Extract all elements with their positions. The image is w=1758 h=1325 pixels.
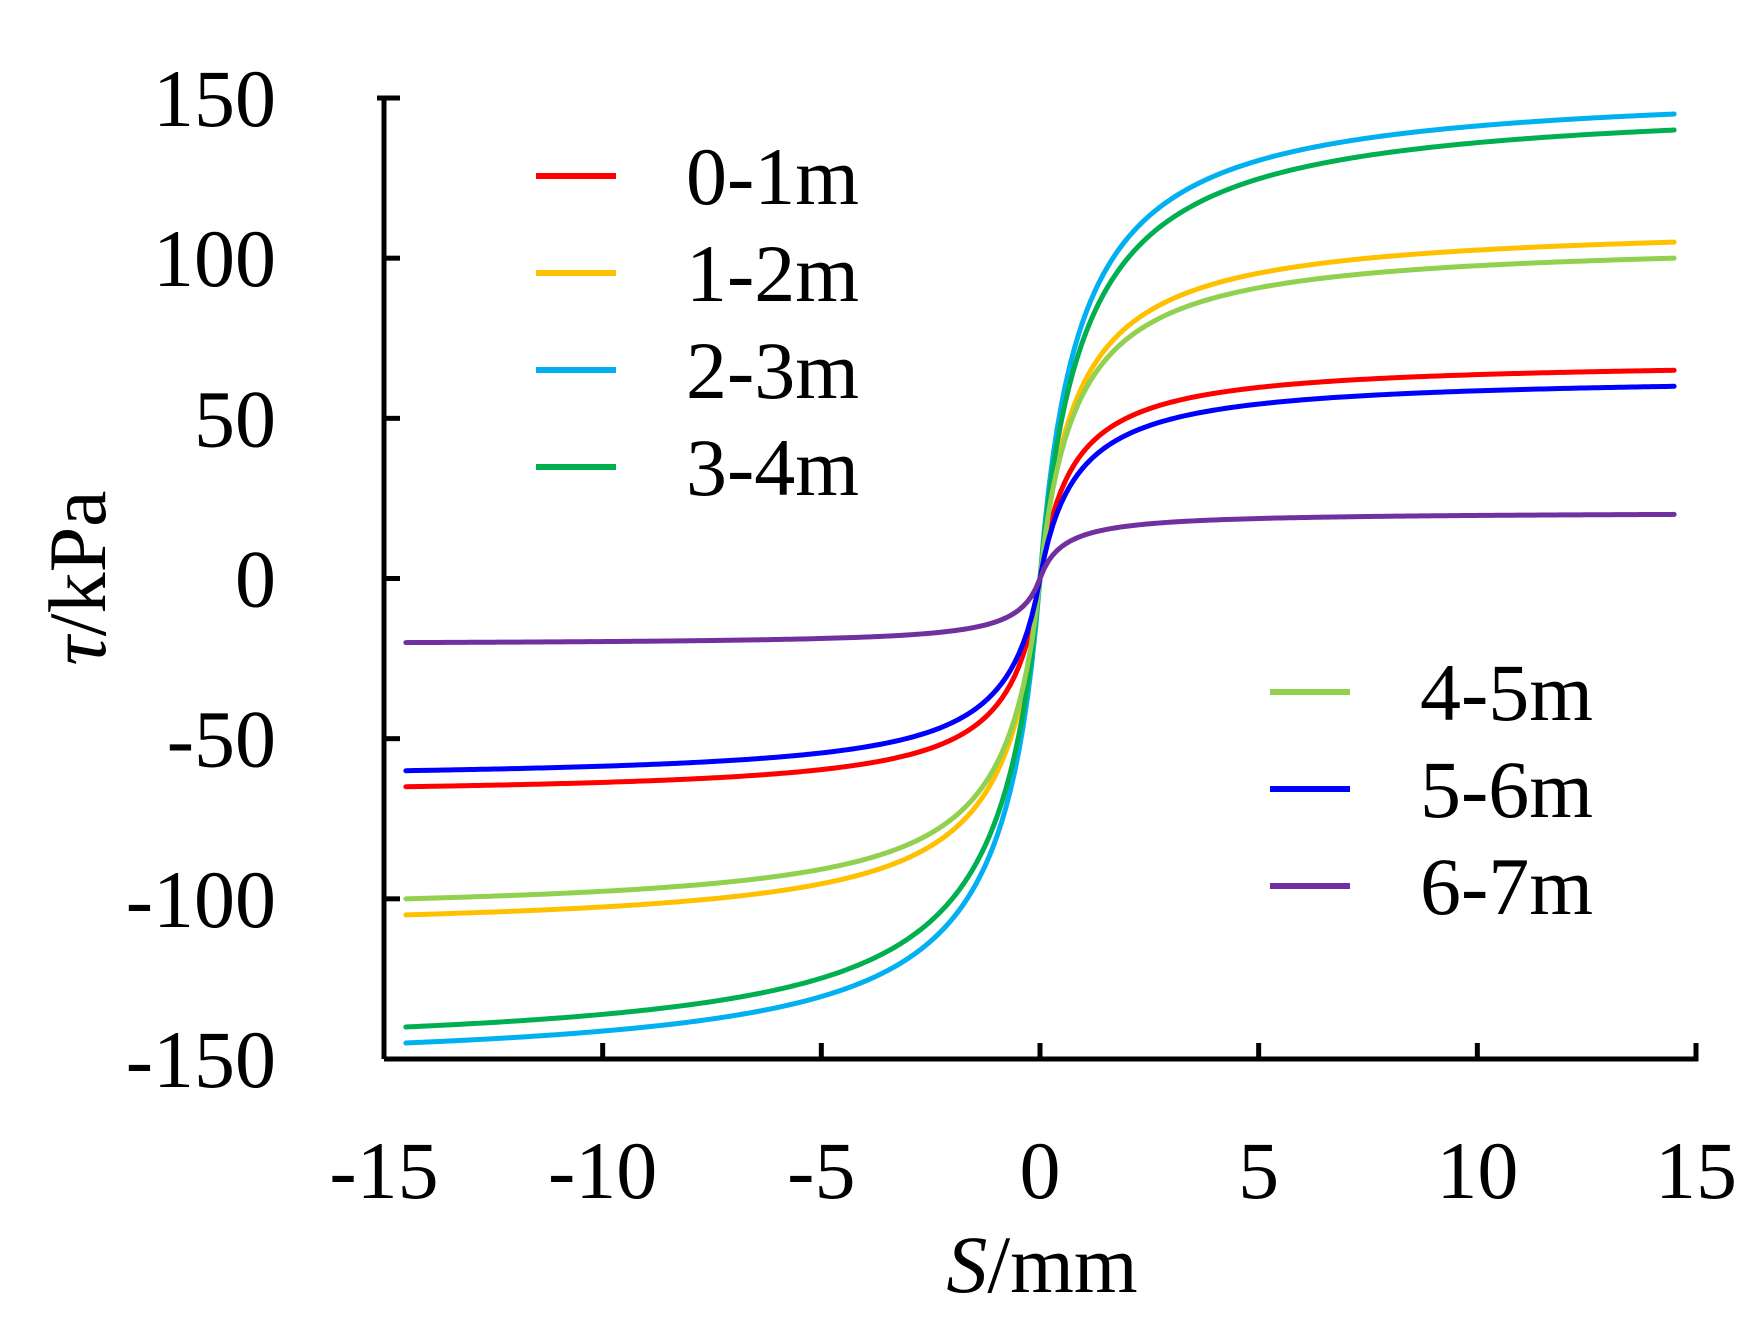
x-axis-unit: /mm: [987, 1219, 1137, 1310]
legend-label-2-3m: 2-3m: [686, 325, 859, 416]
legend-label-0-1m: 0-1m: [686, 131, 859, 222]
series-line-6-7m: [403, 511, 1677, 646]
y-axis-line: [377, 95, 387, 1059]
x-tick-label: 0: [1020, 1125, 1061, 1216]
y-tick-label: 150: [153, 53, 276, 144]
y-tick-label: 100: [153, 213, 276, 304]
y-tick-label: -50: [167, 694, 276, 785]
legend-label-3-4m: 3-4m: [686, 422, 859, 513]
legend-lower-right: 4-5m5-6m6-7m: [1270, 647, 1593, 932]
x-tick-label: 15: [1655, 1125, 1737, 1216]
x-tick-label: 5: [1238, 1125, 1279, 1216]
x-axis-symbol: S: [946, 1219, 987, 1310]
y-tick-label: 50: [194, 373, 276, 464]
y-tick-label: -100: [126, 854, 276, 945]
legend-label-5-6m: 5-6m: [1420, 744, 1593, 835]
x-tick-label: -5: [787, 1125, 855, 1216]
x-tick-label: 10: [1436, 1125, 1518, 1216]
series-layer: [403, 111, 1677, 1046]
x-tick-label: -10: [548, 1125, 657, 1216]
x-axis-title: S/mm: [946, 1219, 1137, 1310]
legend-label-1-2m: 1-2m: [686, 228, 859, 319]
y-axis-unit: /kPa: [32, 490, 123, 636]
x-tick-label: -15: [329, 1125, 438, 1216]
y-axis-symbol: τ: [32, 634, 123, 666]
y-axis-title: τ/kPa: [32, 490, 123, 665]
y-tick-label: 0: [235, 534, 276, 625]
legend-upper-left: 0-1m1-2m2-3m3-4m: [536, 131, 859, 513]
legend-label-4-5m: 4-5m: [1420, 647, 1593, 738]
y-tick-label: -150: [126, 1014, 276, 1105]
legend-label-6-7m: 6-7m: [1420, 841, 1593, 932]
